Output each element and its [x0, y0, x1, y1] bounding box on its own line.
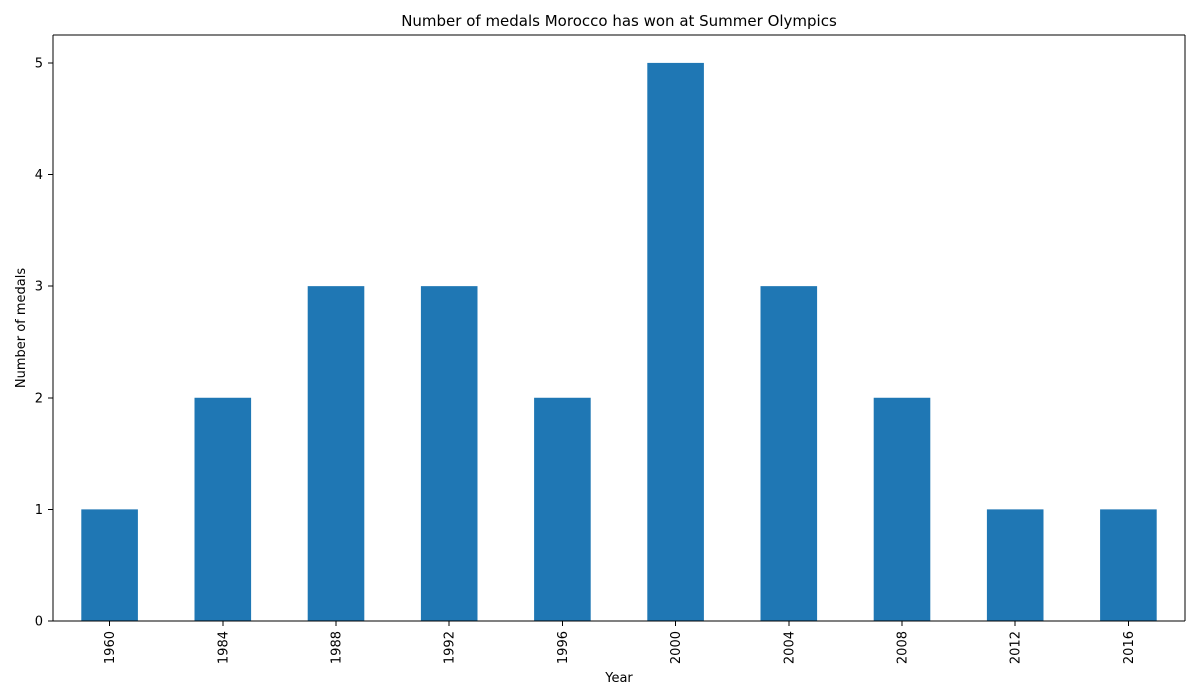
x-tick-label-2008: 2008 — [896, 631, 911, 664]
x-tick-label-1996: 1996 — [556, 631, 571, 664]
chart-title: Number of medals Morocco has won at Summ… — [401, 12, 837, 30]
x-axis-label: Year — [604, 671, 633, 686]
x-tick-label-1960: 1960 — [103, 631, 118, 664]
x-tick-label-2012: 2012 — [1009, 631, 1024, 664]
y-tick-label-5: 5 — [35, 56, 43, 71]
x-tick-label-1984: 1984 — [216, 631, 231, 664]
x-tick-label-1988: 1988 — [330, 631, 345, 664]
bar-2004 — [760, 286, 818, 621]
plot-area: 0 1 2 3 4 5 1960 1984 1988 1992 1996 2000 2004 2008 2… — [35, 34, 1186, 664]
x-tick-label-2016: 2016 — [1122, 631, 1137, 664]
bar-1988 — [307, 286, 365, 621]
bar-2008 — [873, 397, 931, 621]
bar-2000 — [647, 62, 704, 621]
x-ticks-group: 1960 1984 1988 1992 1996 2000 2004 2008 2012 2016 — [103, 621, 1137, 664]
bar-1960 — [81, 509, 138, 621]
x-tick-label-2004: 2004 — [782, 631, 797, 664]
y-ticks-group: 0 1 2 3 4 5 — [35, 56, 53, 630]
bar-1992 — [420, 286, 478, 621]
y-axis-label: Number of medals — [14, 268, 29, 389]
bar-2012 — [986, 509, 1044, 621]
bar-2016 — [1100, 509, 1157, 621]
y-tick-label-1: 1 — [35, 503, 43, 518]
x-tick-label-1992: 1992 — [443, 631, 458, 664]
y-tick-label-2: 2 — [35, 391, 43, 406]
bars-group — [81, 62, 1157, 621]
bar-1996 — [534, 397, 591, 621]
y-tick-label-0: 0 — [35, 615, 43, 630]
x-tick-label-2000: 2000 — [669, 631, 684, 664]
y-tick-label-3: 3 — [35, 280, 43, 295]
y-tick-label-4: 4 — [35, 168, 43, 183]
bar-1984 — [194, 397, 252, 621]
